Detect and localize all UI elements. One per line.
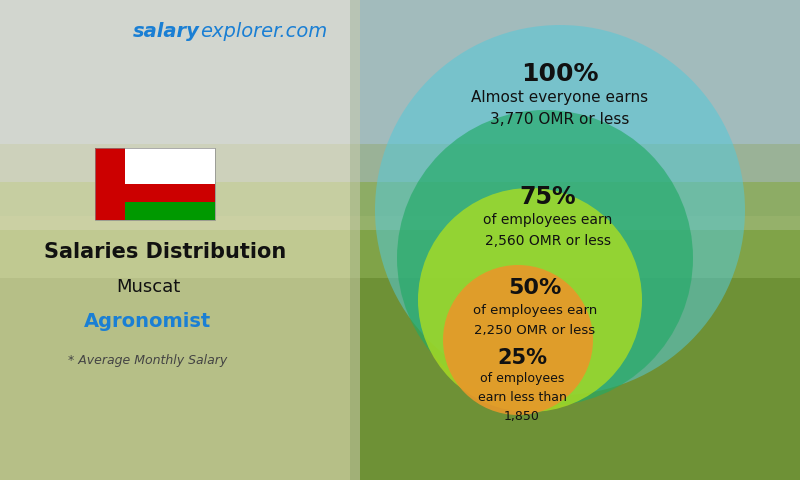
FancyBboxPatch shape — [125, 184, 215, 202]
Text: of employees earn: of employees earn — [473, 304, 597, 317]
Text: earn less than: earn less than — [478, 391, 566, 404]
Text: explorer.com: explorer.com — [200, 22, 327, 41]
Circle shape — [418, 188, 642, 412]
Text: of employees: of employees — [480, 372, 564, 385]
Text: Muscat: Muscat — [116, 278, 180, 296]
Text: 50%: 50% — [508, 278, 562, 298]
Text: Agronomist: Agronomist — [84, 312, 212, 331]
Text: 75%: 75% — [520, 185, 576, 209]
FancyBboxPatch shape — [125, 202, 215, 220]
Text: salary: salary — [133, 22, 200, 41]
Text: Salaries Distribution: Salaries Distribution — [44, 242, 286, 262]
FancyBboxPatch shape — [0, 0, 360, 480]
FancyBboxPatch shape — [0, 230, 800, 480]
Text: 25%: 25% — [497, 348, 547, 368]
Circle shape — [397, 110, 693, 406]
FancyBboxPatch shape — [350, 0, 800, 480]
Text: 1,850: 1,850 — [504, 410, 540, 423]
Text: 2,250 OMR or less: 2,250 OMR or less — [474, 324, 595, 337]
Text: 100%: 100% — [522, 62, 598, 86]
Text: * Average Monthly Salary: * Average Monthly Salary — [68, 354, 228, 367]
FancyBboxPatch shape — [125, 148, 215, 184]
Text: 3,770 OMR or less: 3,770 OMR or less — [490, 112, 630, 127]
FancyBboxPatch shape — [0, 0, 800, 216]
Circle shape — [375, 25, 745, 395]
Circle shape — [443, 265, 593, 415]
Text: of employees earn: of employees earn — [483, 213, 613, 227]
FancyBboxPatch shape — [0, 144, 800, 264]
FancyBboxPatch shape — [0, 182, 800, 278]
FancyBboxPatch shape — [95, 148, 125, 220]
Text: 2,560 OMR or less: 2,560 OMR or less — [485, 234, 611, 248]
Text: Almost everyone earns: Almost everyone earns — [471, 90, 649, 105]
